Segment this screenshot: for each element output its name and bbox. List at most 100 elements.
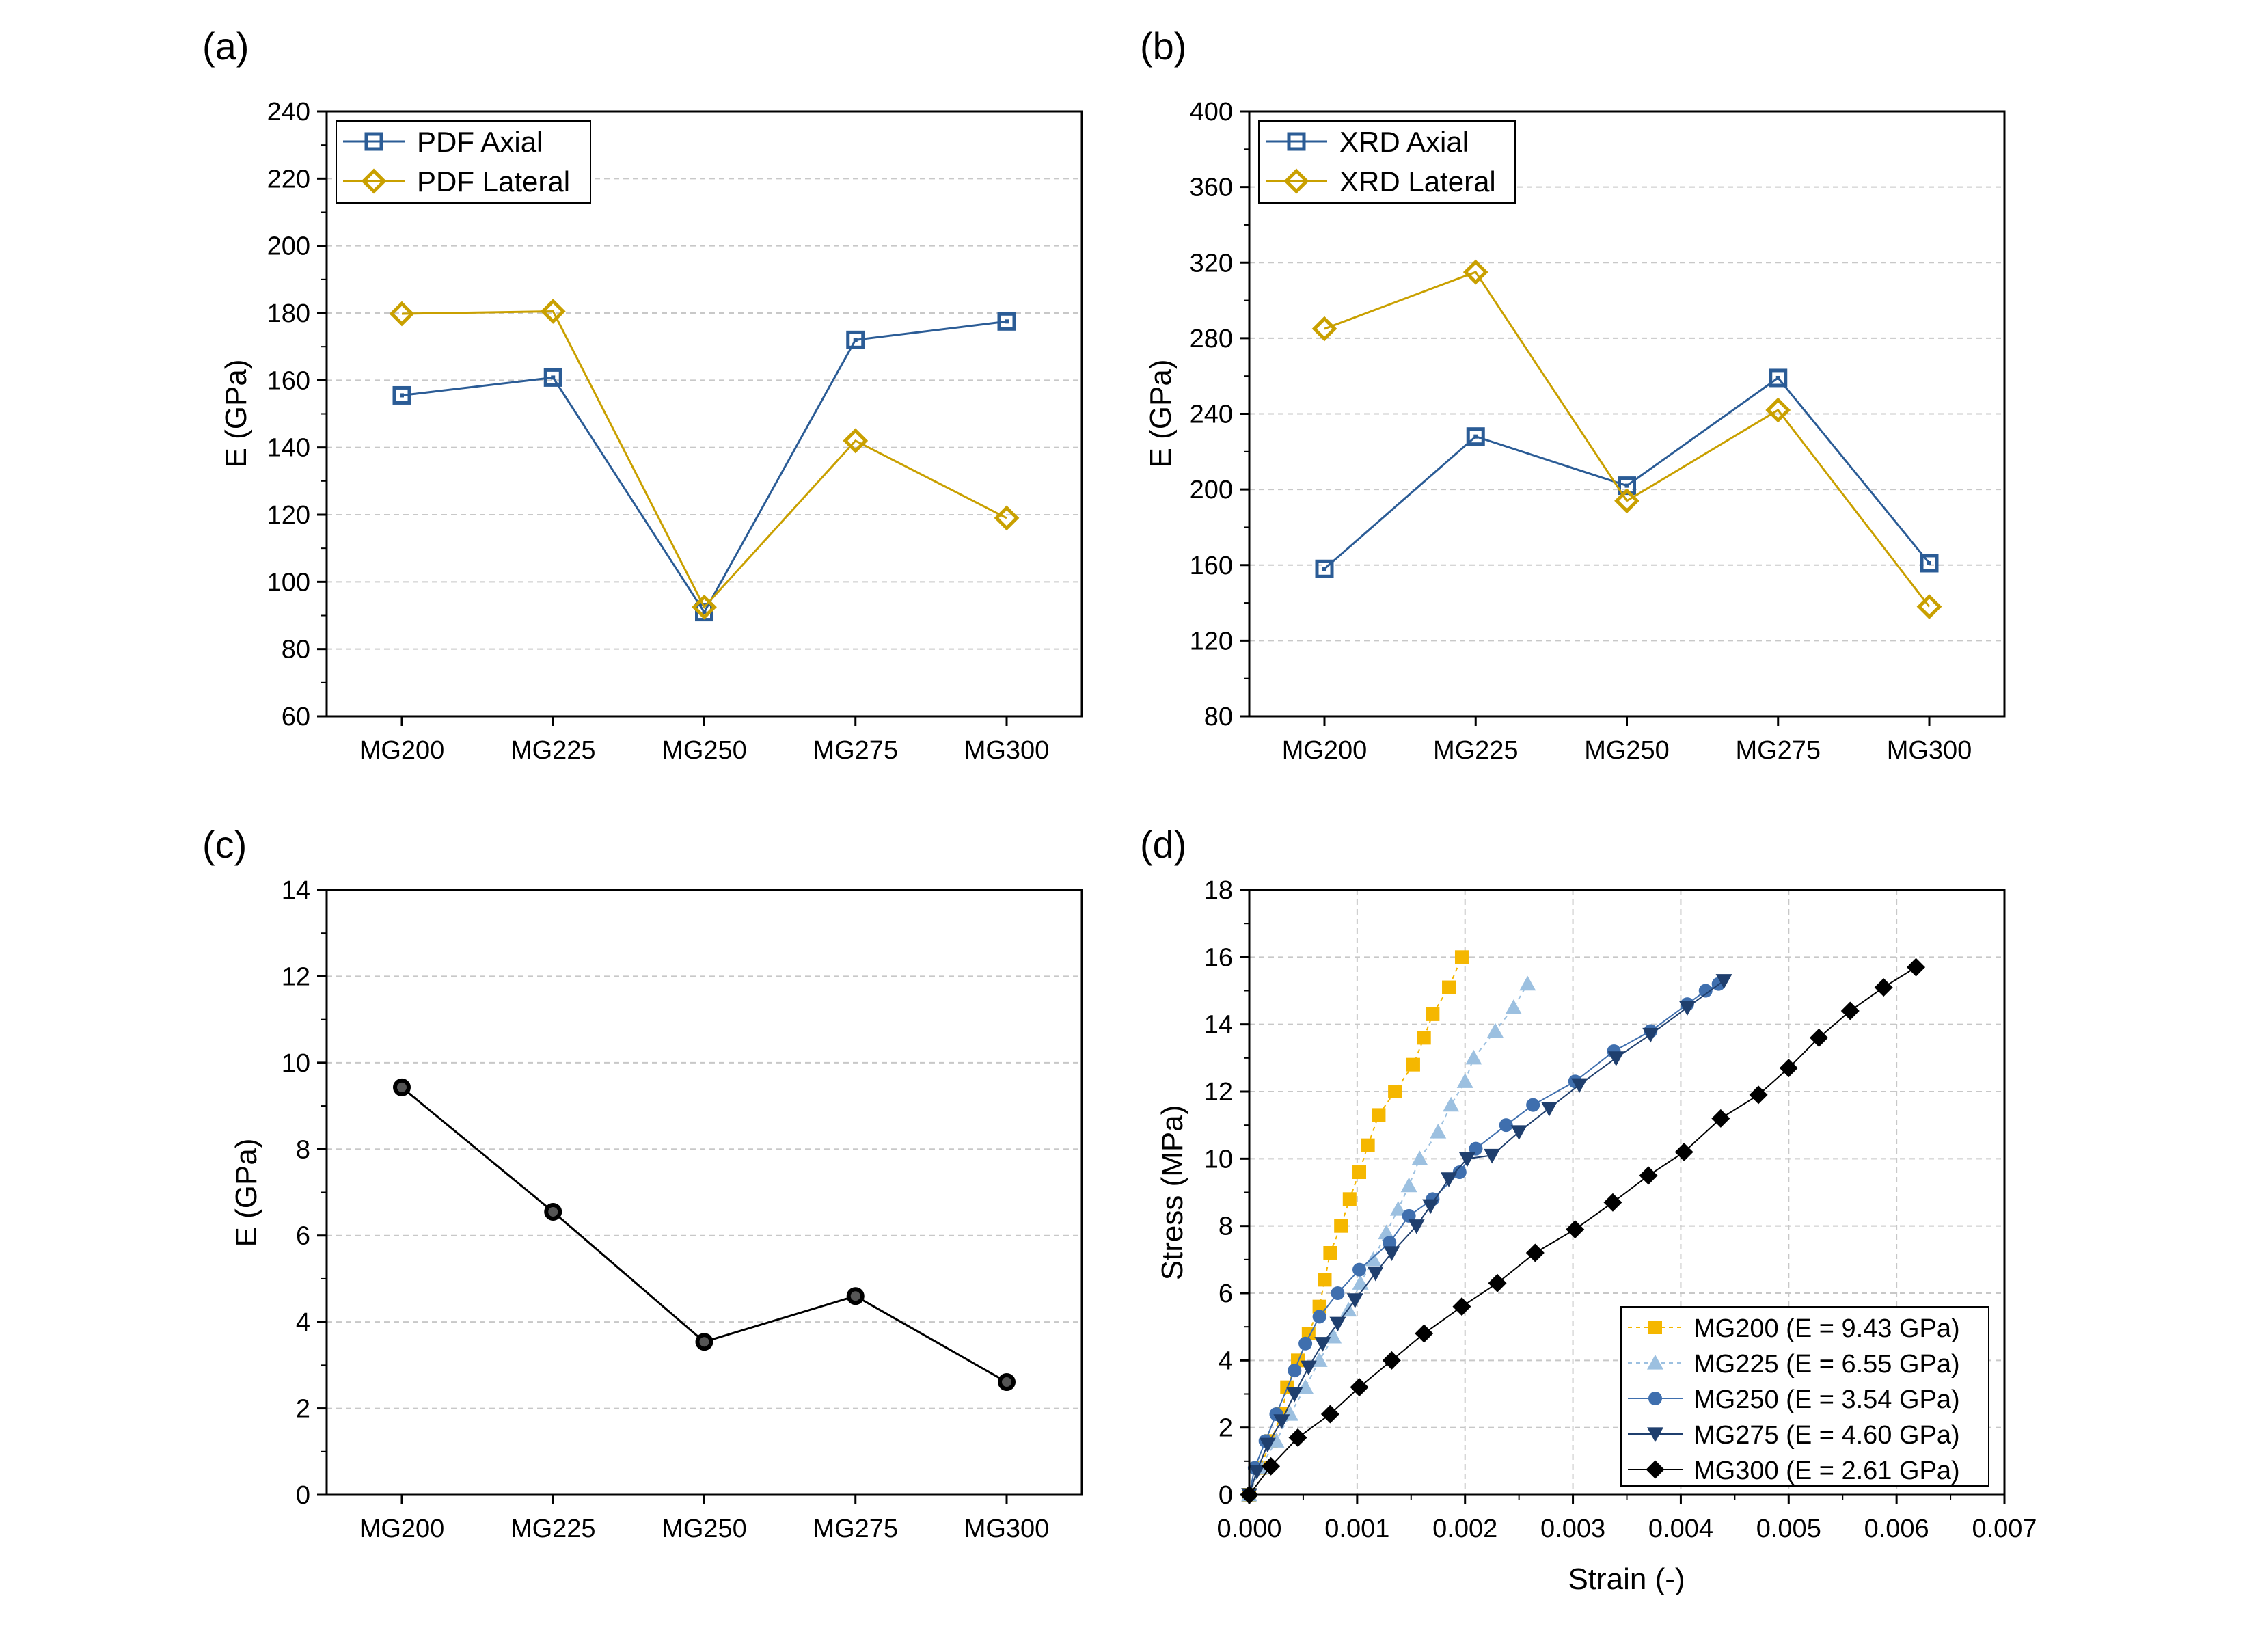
panel-d-point-mg200-19 <box>1442 980 1456 994</box>
panel-a-point-pdf-axial-mg300-center <box>1005 319 1009 324</box>
panel-d-point-mg300-6 <box>1415 1324 1434 1343</box>
panel-d-point-mg275-21 <box>1678 1001 1696 1016</box>
panel-d-point-mg275-15 <box>1484 1148 1501 1164</box>
panel-a-point-pdf-axial-mg275 <box>846 330 865 349</box>
panel-d-point-mg275-5 <box>1300 1360 1317 1376</box>
panel-b: (b) 80 120 160 200 240 280 320 360 400 MG200 MG225… <box>1140 25 2006 765</box>
panel-a-point-pdf-axial-mg250-center <box>702 610 707 614</box>
panel-b-y-axis-title: E (GPa) <box>1144 360 1178 468</box>
panel-c-x-tick-label-mg300: MG300 <box>964 1515 1050 1543</box>
panel-d-point-mg200-18 <box>1426 1007 1440 1021</box>
panel-d-point-mg275-20 <box>1642 1027 1659 1043</box>
legend-marker-pdf-lateral <box>361 168 387 194</box>
panel-c-x-tick-label-mg200: MG200 <box>359 1515 445 1543</box>
panel-b-point-xrd-lateral-mg250 <box>1614 488 1639 514</box>
panel-d-y-axis-title: Stress (MPa) <box>1156 1105 1189 1281</box>
panel-c-y-axis-title: E (GPa) <box>230 1139 263 1247</box>
panel-d-point-mg300-5 <box>1382 1351 1401 1370</box>
panel-a-x-tick-label-mg225: MG225 <box>511 736 596 765</box>
panel-d-point-mg300-3 <box>1320 1405 1339 1424</box>
panel-b-y-tick-label-7: 360 <box>1190 174 1233 202</box>
panel-d-x-tick-label-1: 0.001 <box>1324 1515 1389 1543</box>
panel-d-point-mg250-20 <box>1698 984 1713 998</box>
panel-a-y-tick-label-5: 160 <box>267 366 310 395</box>
panel-d-x-tick-label-3: 0.003 <box>1540 1515 1605 1543</box>
panel-d-point-mg225-20 <box>1519 975 1536 991</box>
panel-d-point-mg300-11 <box>1603 1193 1622 1212</box>
panel-d-point-mg225-8 <box>1352 1275 1369 1290</box>
panel-b-point-xrd-lateral-mg200 <box>1311 316 1337 342</box>
panel-d-point-mg275-7 <box>1329 1316 1346 1332</box>
panel-b-x-tick-label-mg250: MG250 <box>1584 736 1670 765</box>
panel-d-series <box>1240 950 1926 1504</box>
panel-b-point-xrd-lateral-mg275 <box>1765 397 1791 423</box>
panel-d-point-mg200-20 <box>1454 950 1469 964</box>
legend-marker-mg300 <box>1646 1460 1665 1479</box>
panel-a-label: (a) <box>202 25 249 68</box>
panel-a-point-pdf-axial-mg300 <box>997 312 1016 331</box>
panel-d-point-mg275-2 <box>1259 1437 1276 1453</box>
panel-d-x-tick-label-5: 0.005 <box>1756 1515 1821 1543</box>
panel-d-y-tick-label-2: 4 <box>1219 1346 1233 1375</box>
panel-b-point-xrd-axial-mg200-center <box>1322 567 1326 571</box>
legend-label-pdf-axial: PDF Axial <box>417 126 543 158</box>
panel-d-point-mg300-19 <box>1874 978 1893 997</box>
panel-a-x-tick-label-mg250: MG250 <box>662 736 747 765</box>
panel-a-point-pdf-lateral-mg275 <box>843 428 869 454</box>
panel-d-point-mg200-17 <box>1417 1031 1431 1045</box>
panel-a-line-pdf-lateral <box>401 310 1007 609</box>
panel-d-point-mg275-14 <box>1458 1152 1475 1167</box>
panel-c-x-tick-label-mg275: MG275 <box>813 1515 898 1543</box>
panel-d-point-mg250-9 <box>1383 1236 1397 1250</box>
panel-d-y-tick-label-1: 2 <box>1219 1414 1233 1443</box>
panel-d-point-mg250-6 <box>1312 1310 1326 1324</box>
panel-d-point-mg225-16 <box>1456 1073 1473 1088</box>
panel-d-label: (d) <box>1140 823 1186 866</box>
panel-d-y-tick-label-0: 0 <box>1219 1481 1233 1510</box>
panel-b-legend: XRD Axial XRD Lateral <box>1258 120 1516 204</box>
panel-b-point-xrd-axial-mg250 <box>1618 476 1636 496</box>
panel-d-point-mg250-5 <box>1298 1336 1313 1351</box>
panel-b-label: (b) <box>1140 25 1186 68</box>
panel-d-point-mg250-15 <box>1526 1098 1540 1112</box>
panel-b-point-xrd-axial-mg300 <box>1920 554 1939 573</box>
panel-c-series <box>393 1078 1016 1392</box>
panel-d-point-mg200-16 <box>1406 1057 1420 1072</box>
legend-label-mg250: MG250 (E = 3.54 GPa) <box>1693 1385 1960 1414</box>
panel-d-point-mg250-7 <box>1331 1286 1345 1300</box>
panel-a-y-tick-label-6: 180 <box>267 299 310 328</box>
panel-d-point-mg200-9 <box>1323 1246 1337 1260</box>
panel-d-point-mg275-4 <box>1286 1387 1303 1403</box>
panel-a-y-axis-title: E (GPa) <box>219 360 253 468</box>
panel-d-point-mg200-8 <box>1318 1273 1332 1287</box>
panel-d-y-tick-label-4: 8 <box>1219 1213 1233 1241</box>
panel-d-point-mg225-17 <box>1465 1049 1482 1065</box>
panel-b-ticks: 80 120 160 200 240 280 320 360 400 MG200 MG225 MG25… <box>1190 98 1972 765</box>
legend-marker-xrd-lateral <box>1283 168 1309 194</box>
panel-d-legend-box <box>1620 1306 1989 1487</box>
legend-label-mg300: MG300 (E = 2.61 GPa) <box>1693 1457 1960 1485</box>
panel-d-point-mg225-18 <box>1486 1023 1504 1038</box>
panel-a-y-tick-label-9: 240 <box>267 98 310 126</box>
panel-d-point-mg300-1 <box>1262 1457 1281 1476</box>
panel-d-y-tick-label-6: 12 <box>1204 1078 1233 1107</box>
panel-a-y-tick-label-7: 200 <box>267 232 310 261</box>
panel-a-y-tick-label-4: 140 <box>267 434 310 463</box>
panel-b-x-tick-label-mg275: MG275 <box>1735 736 1821 765</box>
panel-d-point-mg275-17 <box>1540 1101 1557 1117</box>
panel-c-x-tick-label-mg250: MG250 <box>662 1515 747 1543</box>
panel-d-point-mg275-13 <box>1441 1172 1458 1187</box>
panel-d-point-mg300-12 <box>1639 1166 1658 1185</box>
panel-d-point-mg225-11 <box>1389 1201 1406 1216</box>
panel-a-y-tick-label-1: 80 <box>282 636 310 664</box>
panel-b-y-tick-label-1: 120 <box>1190 627 1233 655</box>
panel-d-point-mg250-10 <box>1402 1208 1416 1223</box>
panel-c-ticks: 0 2 4 6 8 10 12 14 MG200 MG225 MG250 MG275 MG300 <box>282 876 1050 1543</box>
panel-b-point-xrd-axial-mg250-center <box>1624 483 1629 488</box>
legend-label-mg275: MG275 (E = 4.60 GPa) <box>1693 1421 1960 1450</box>
panel-d-point-mg275-16 <box>1510 1125 1527 1140</box>
panel-d-point-mg275-22 <box>1715 974 1732 989</box>
panel-b-line-xrd-axial <box>1324 376 1931 570</box>
panel-a-point-pdf-lateral-mg250 <box>692 594 717 620</box>
panel-d-point-mg225-9 <box>1365 1251 1382 1267</box>
